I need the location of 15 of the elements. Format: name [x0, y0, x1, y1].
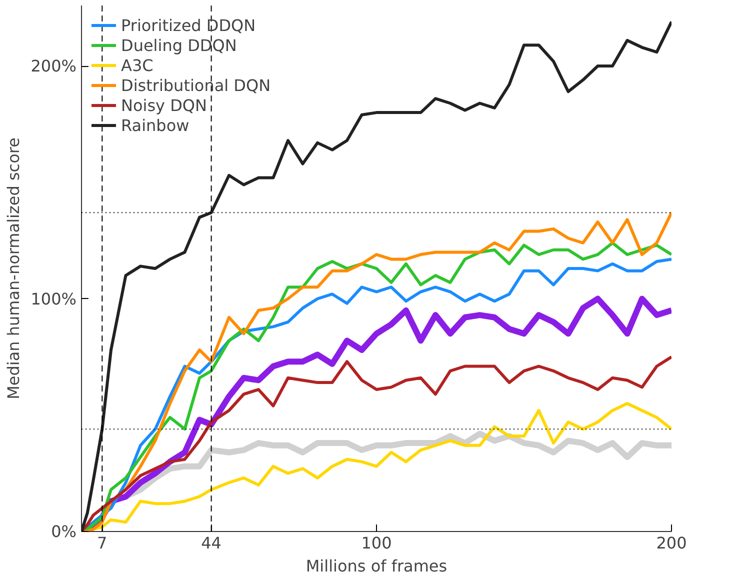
legend-label: Noisy DQN [121, 96, 207, 114]
legend-label: Distributional DQN [121, 76, 271, 94]
y-axis-title: Median human-normalized score [4, 138, 23, 400]
x-tick-label: 44 [201, 534, 222, 552]
legend-label: A3C [121, 56, 154, 74]
x-tick-label: 100 [361, 534, 392, 552]
legend-label: Rainbow [121, 116, 190, 134]
x-axis-title: Millions of frames [306, 556, 448, 576]
y-tick-label: 100% [30, 289, 77, 308]
x-tick-label: 200 [656, 534, 687, 552]
y-tick-label: 0% [51, 522, 77, 541]
legend-label: Dueling DDQN [121, 36, 237, 54]
legend-label: Prioritized DDQN [121, 16, 256, 34]
x-tick-label: 7 [97, 534, 108, 552]
y-tick-label: 200% [30, 56, 77, 76]
